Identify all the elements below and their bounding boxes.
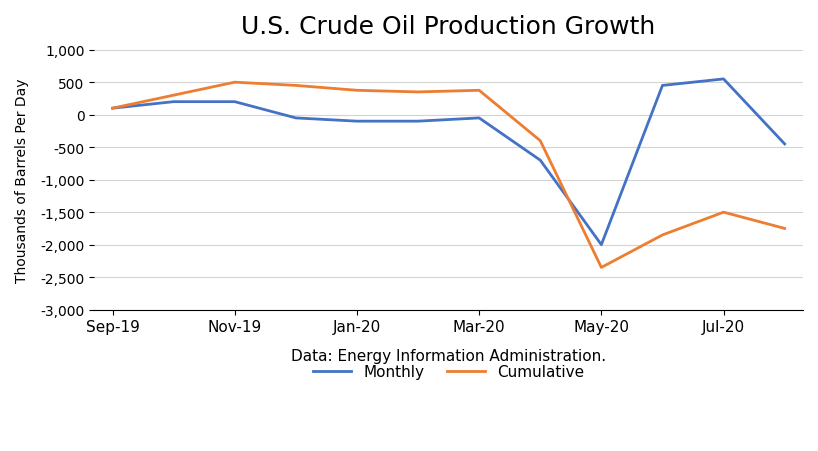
Monthly xyxy=(474,116,484,121)
Monthly xyxy=(291,116,301,121)
Cumulative xyxy=(169,93,178,99)
Cumulative xyxy=(352,88,362,94)
Monthly xyxy=(108,106,118,112)
Cumulative xyxy=(230,80,240,86)
Monthly xyxy=(413,119,423,124)
Cumulative xyxy=(291,83,301,89)
Cumulative xyxy=(658,233,667,238)
Cumulative xyxy=(413,90,423,96)
Cumulative xyxy=(780,226,789,232)
Monthly xyxy=(658,83,667,89)
Monthly xyxy=(169,100,178,105)
Y-axis label: Thousands of Barrels Per Day: Thousands of Barrels Per Day xyxy=(15,78,29,282)
Monthly xyxy=(780,142,789,147)
Legend: Monthly, Cumulative: Monthly, Cumulative xyxy=(307,358,591,385)
Title: U.S. Crude Oil Production Growth: U.S. Crude Oil Production Growth xyxy=(241,15,656,39)
X-axis label: Data: Energy Information Administration.: Data: Energy Information Administration. xyxy=(291,349,606,364)
Monthly xyxy=(535,158,545,164)
Cumulative xyxy=(108,106,118,112)
Monthly xyxy=(230,100,240,105)
Line: Monthly: Monthly xyxy=(113,80,784,245)
Monthly xyxy=(352,119,362,124)
Cumulative xyxy=(596,265,606,271)
Monthly xyxy=(719,77,729,83)
Cumulative xyxy=(719,210,729,216)
Cumulative xyxy=(535,138,545,144)
Monthly xyxy=(596,243,606,248)
Line: Cumulative: Cumulative xyxy=(113,83,784,268)
Cumulative xyxy=(474,88,484,94)
